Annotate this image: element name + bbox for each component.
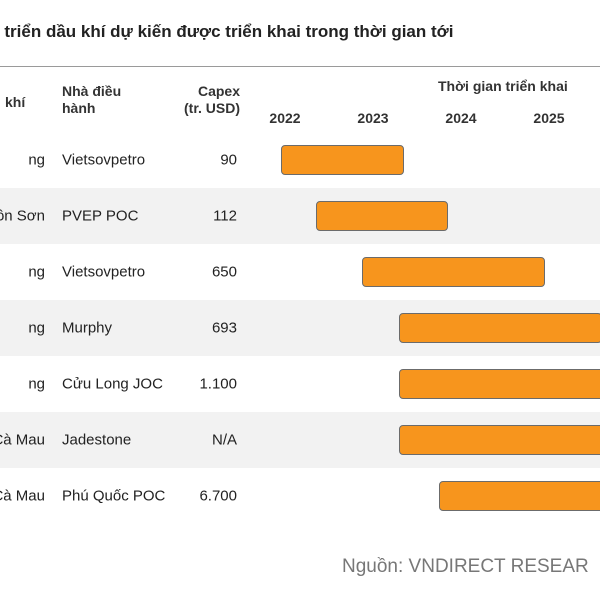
- field-name: ng: [28, 375, 45, 393]
- table-row: Cà Mau Phú Quốc POC 6.700: [0, 468, 600, 524]
- capex-value: 90: [220, 151, 237, 169]
- operator-name: Murphy: [62, 319, 113, 337]
- year-label: 2022: [269, 110, 301, 126]
- timeline-bar: [439, 481, 600, 511]
- capex-value: 693: [211, 319, 237, 337]
- field-name: ng: [28, 319, 45, 337]
- timeline-bar: [399, 313, 600, 343]
- table-row: ng Vietsovpetro 90: [0, 132, 600, 188]
- field-name: ng: [28, 263, 45, 281]
- capex-value: 112: [213, 207, 237, 225]
- table-row: ng Murphy 693: [0, 300, 600, 356]
- header-divider: [0, 66, 600, 67]
- capex-value: 650: [211, 263, 237, 281]
- header-field: khí: [5, 94, 26, 110]
- header-operator-line1: Nhà điều: [62, 83, 122, 99]
- header-operator: Nhà điều hành: [62, 83, 121, 117]
- operator-name: Jadestone: [62, 431, 132, 449]
- field-name: Cà Mau: [0, 487, 45, 505]
- table-row: ôn Sơn PVEP POC 112: [0, 188, 600, 244]
- year-label: 2023: [357, 110, 389, 126]
- capex-value: N/A: [211, 431, 237, 449]
- header-capex-line1: Capex: [197, 83, 240, 99]
- table-row: Cà Mau Jadestone N/A: [0, 412, 600, 468]
- header-timeline: Thời gian triển khai: [438, 78, 568, 94]
- header-capex: Capex (tr. USD): [170, 83, 240, 117]
- year-label: 2024: [445, 110, 477, 126]
- table-row: ng Cửu Long JOC 1.100: [0, 356, 600, 412]
- header-operator-line2: hành: [62, 100, 96, 116]
- operator-name: Vietsovpetro: [62, 263, 146, 281]
- timeline-bar: [280, 145, 404, 175]
- operator-name: Phú Quốc POC: [62, 487, 166, 505]
- operator-name: Cửu Long JOC: [62, 375, 163, 393]
- timeline-bar: [362, 257, 545, 287]
- timeline-bar: [399, 425, 600, 455]
- field-name: Cà Mau: [0, 431, 45, 449]
- source-note: Nguồn: VNDIRECT RESEAR: [342, 556, 589, 577]
- operator-name: Vietsovpetro: [62, 151, 146, 169]
- page-title: t triển dầu khí dự kiến được triển khai …: [0, 22, 454, 41]
- timeline-bar: [315, 201, 448, 231]
- timeline-bar: [399, 369, 600, 399]
- capex-value: 1.100: [199, 375, 237, 393]
- field-name: ôn Sơn: [0, 207, 45, 225]
- header-capex-line2: (tr. USD): [184, 100, 240, 116]
- year-axis: 2022 2023 2024 2025: [0, 110, 600, 130]
- table-row: ng Vietsovpetro 650: [0, 244, 600, 300]
- year-label: 2025: [533, 110, 565, 126]
- field-name: ng: [28, 151, 45, 169]
- operator-name: PVEP POC: [62, 207, 139, 225]
- capex-value: 6.700: [199, 487, 237, 505]
